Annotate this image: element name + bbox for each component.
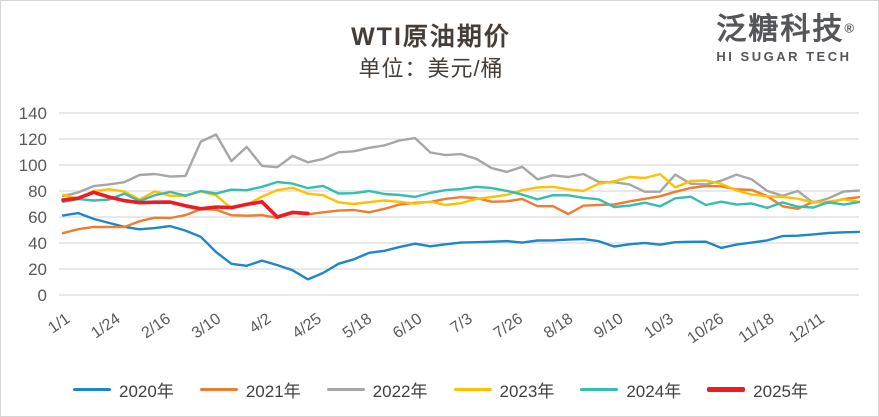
brand-logo: 泛糖科技® HI SUGAR TECH bbox=[716, 13, 854, 64]
series-line-2022年 bbox=[61, 133, 861, 204]
y-tick-label-80: 80 bbox=[28, 182, 47, 201]
series-line-2021年 bbox=[61, 184, 861, 235]
x-tick-label-8-18: 8/18 bbox=[541, 310, 576, 342]
x-tick-label-1-1: 1/1 bbox=[45, 310, 73, 337]
series-line-2025年 bbox=[61, 190, 310, 219]
y-tick-label-40: 40 bbox=[28, 234, 47, 253]
x-tick-label-9-10: 9/10 bbox=[591, 310, 626, 342]
x-tick-label-12-11: 12/11 bbox=[786, 310, 828, 346]
legend-label: 2021年 bbox=[245, 382, 301, 401]
x-tick-label-11-18: 11/18 bbox=[736, 310, 778, 346]
legend-item-2025年: 2025年 bbox=[707, 377, 808, 402]
legend-item-2020年: 2020年 bbox=[73, 377, 174, 402]
legend-label: 2022年 bbox=[372, 382, 428, 401]
x-tick-label-7-26: 7/26 bbox=[491, 310, 526, 342]
x-tick-label-5-18: 5/18 bbox=[340, 310, 375, 342]
legend-item-2023年: 2023年 bbox=[453, 377, 555, 402]
legend-label: 2023年 bbox=[499, 382, 555, 401]
x-tick-label-10-26: 10/26 bbox=[685, 310, 728, 347]
y-tick-label-120: 120 bbox=[19, 130, 47, 149]
x-tick-label-2-16: 2/16 bbox=[139, 310, 174, 342]
x-tick-label-1-24: 1/24 bbox=[88, 310, 123, 342]
y-tick-label-60: 60 bbox=[28, 208, 47, 227]
x-tick-label-10-3: 10/3 bbox=[642, 310, 677, 342]
x-tick-label-3-10: 3/10 bbox=[189, 310, 224, 342]
legend-item-2021年: 2021年 bbox=[199, 377, 301, 402]
legend-label: 2024年 bbox=[626, 382, 682, 401]
legend-label: 2020年 bbox=[119, 382, 174, 401]
x-tick-label-4-2: 4/2 bbox=[247, 310, 275, 337]
y-tick-label-20: 20 bbox=[28, 260, 47, 279]
chart-unit-label: 单位：美元/桶 bbox=[358, 56, 504, 81]
legend-item-2024年: 2024年 bbox=[580, 377, 681, 402]
legend-line-swatch bbox=[707, 387, 746, 392]
legend-label: 2025年 bbox=[753, 382, 808, 401]
brand-logo-chinese: 泛糖科技 bbox=[716, 13, 845, 46]
legend-line-swatch bbox=[580, 387, 619, 392]
legend-line-swatch bbox=[199, 387, 238, 392]
y-tick-label-0: 0 bbox=[38, 286, 47, 305]
y-tick-label-140: 140 bbox=[19, 104, 47, 123]
registered-trademark-icon: ® bbox=[844, 20, 854, 36]
legend-line-swatch bbox=[326, 387, 365, 392]
x-tick-label-6-10: 6/10 bbox=[390, 310, 425, 342]
legend-item-2022年: 2022年 bbox=[326, 377, 428, 402]
chart-legend: 2020年 2021年 2022年 2023年 2024年 2025年 bbox=[1, 377, 878, 402]
chart-title: WTI原油期价 bbox=[351, 23, 511, 51]
series-line-2024年 bbox=[61, 180, 861, 210]
x-tick-label-7-3: 7/3 bbox=[448, 310, 476, 337]
y-tick-label-100: 100 bbox=[19, 156, 47, 175]
series-line-2020年 bbox=[61, 211, 861, 281]
brand-logo-english: HI SUGAR TECH bbox=[716, 49, 852, 64]
legend-line-swatch bbox=[73, 387, 112, 392]
legend-line-swatch bbox=[453, 387, 492, 392]
x-tick-label-4-25: 4/25 bbox=[290, 310, 325, 342]
